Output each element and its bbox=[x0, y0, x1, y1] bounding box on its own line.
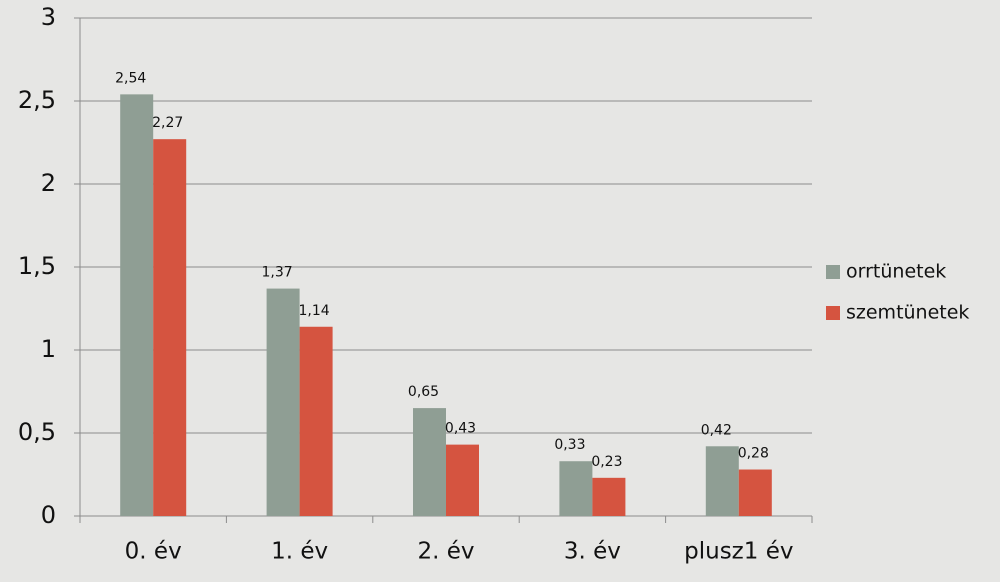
value-label: 1,37 bbox=[262, 265, 293, 281]
bar bbox=[299, 326, 333, 516]
x-tick-label: plusz1 év bbox=[684, 539, 793, 565]
y-tick-label: 1,5 bbox=[18, 252, 56, 280]
bar bbox=[559, 461, 593, 516]
x-tick-label: 0. év bbox=[125, 539, 182, 565]
value-label: 0,65 bbox=[408, 384, 439, 400]
x-tick-label: 3. év bbox=[564, 539, 621, 565]
value-label: 1,14 bbox=[299, 303, 330, 319]
bar bbox=[153, 139, 187, 516]
value-label: 2,54 bbox=[115, 70, 146, 86]
x-tick-label: 1. év bbox=[271, 539, 328, 565]
bar bbox=[446, 444, 479, 516]
x-tick-label: 2. év bbox=[417, 539, 474, 565]
bar bbox=[592, 477, 626, 516]
y-tick-label: 1 bbox=[41, 335, 56, 363]
bar bbox=[266, 288, 300, 516]
y-tick-label: 0,5 bbox=[18, 418, 56, 446]
value-label: 0,42 bbox=[701, 422, 732, 438]
value-label: 0,28 bbox=[738, 446, 769, 462]
legend-swatch bbox=[826, 265, 840, 279]
legend-swatch bbox=[826, 306, 840, 320]
value-label: 2,27 bbox=[152, 115, 183, 131]
y-tick-label: 2 bbox=[41, 169, 56, 197]
bar bbox=[705, 446, 739, 516]
y-tick-label: 3 bbox=[41, 3, 56, 31]
value-label: 0,23 bbox=[591, 454, 622, 470]
bar bbox=[738, 469, 772, 516]
y-tick-label: 0 bbox=[41, 501, 56, 529]
bar bbox=[413, 408, 446, 516]
value-label: 0,43 bbox=[445, 421, 476, 437]
legend-label: orrtünetek bbox=[846, 261, 946, 283]
y-tick-label: 2,5 bbox=[18, 86, 56, 114]
legend-label: szemtünetek bbox=[846, 302, 969, 324]
bar bbox=[120, 94, 154, 517]
value-label: 0,33 bbox=[554, 437, 585, 453]
